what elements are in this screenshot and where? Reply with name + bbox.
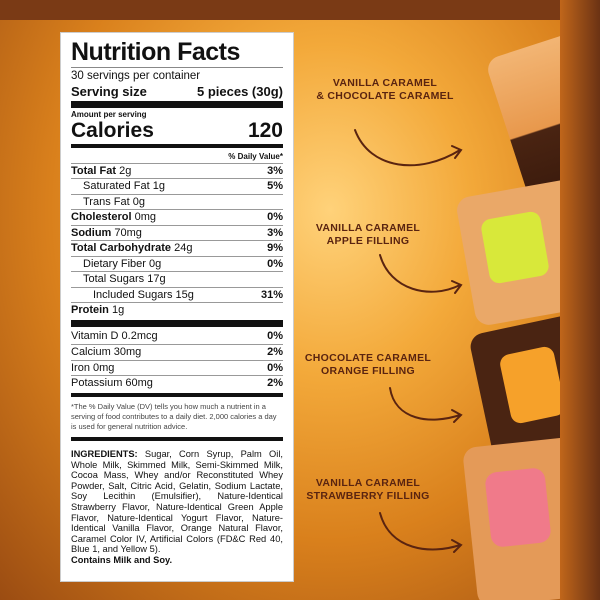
vitamin-row: Calcium 30mg 2% — [71, 344, 283, 360]
nutrient-dv: 0% — [267, 257, 283, 270]
callout-line: VANILLA CARAMEL — [315, 477, 421, 489]
divider — [71, 101, 283, 109]
callout-vanilla-chocolate: VANILLA CARAMEL & CHOCOLATE CARAMEL — [300, 77, 470, 103]
nutrient-dv: 0% — [267, 211, 283, 224]
arrow-icon — [379, 254, 463, 294]
amount-per-serving: Amount per serving — [71, 110, 147, 120]
callout-apple: VANILLA CARAMEL APPLE FILLING — [283, 222, 453, 248]
callout-line: STRAWBERRY FILLING — [306, 490, 430, 502]
nutrient-row: Trans Fat 0g — [71, 193, 283, 210]
nutrient-name: Total Fat — [71, 164, 117, 177]
calories-row: Calories 120 — [71, 118, 283, 142]
callout-line: VANILLA CARAMEL — [332, 77, 438, 89]
servings-per-container: 30 servings per container — [71, 70, 201, 82]
divider — [71, 143, 283, 148]
nutrient-amount: 0g — [149, 257, 162, 270]
nutrient-amount: 1g — [152, 180, 165, 193]
callout-line: CHOCOLATE CARAMEL — [304, 352, 432, 364]
arrow-icon — [379, 512, 463, 553]
nutrient-amount: 0g — [132, 195, 145, 208]
callout-line: ORANGE FILLING — [320, 365, 416, 377]
nutrient-dv: 3% — [267, 164, 283, 177]
vitamin-name: Calcium 30mg — [71, 346, 142, 359]
vitamin-name: Potassium 60mg — [71, 377, 153, 390]
label-title: Nutrition Facts — [71, 39, 283, 68]
nutrient-amount: 2g — [119, 164, 132, 177]
daily-value-footnote: *The % Daily Value (DV) tells you how mu… — [71, 401, 277, 431]
divider — [71, 319, 283, 327]
nutrient-name: Trans Fat — [83, 195, 130, 208]
nutrient-name: Saturated Fat — [83, 180, 150, 193]
vitamin-name: Vitamin D 0.2mcg — [71, 329, 158, 342]
arrow-icon — [354, 129, 463, 167]
nutrient-name: Total Carbohydrate — [71, 242, 172, 255]
nutrient-name: Total Sugars — [83, 273, 145, 286]
nutrient-row: Dietary Fiber 0g 0% — [71, 255, 283, 272]
nutrient-row: Saturated Fat 1g 5% — [71, 178, 283, 194]
nutrient-amount: 24g — [174, 242, 193, 255]
divider — [71, 392, 283, 397]
calories-label: Calories — [71, 118, 154, 142]
nutrient-amount: 0mg — [134, 211, 156, 224]
vitamin-dv: 2% — [267, 377, 283, 390]
callout-line: VANILLA CARAMEL — [315, 222, 421, 234]
callout-line: & CHOCOLATE CARAMEL — [316, 90, 454, 102]
nutrition-facts-label: Nutrition Facts 30 servings per containe… — [60, 32, 294, 582]
divider — [71, 436, 283, 441]
nutrient-dv: 3% — [267, 226, 283, 239]
nutrient-row: Sodium 70mg 3% — [71, 224, 283, 241]
vitamin-dv: 2% — [267, 346, 283, 359]
nutrient-name: Cholesterol — [71, 211, 132, 224]
vitamin-row: Potassium 60mg 2% — [71, 375, 283, 391]
serving-size-value: 5 pieces (30g) — [197, 83, 283, 99]
vitamin-dv: 0% — [267, 329, 283, 342]
nutrient-row: Total Carbohydrate 24g 9% — [71, 240, 283, 256]
allergen-statement: Contains Milk and Soy. — [71, 554, 173, 565]
calories-value: 120 — [247, 118, 283, 142]
callout-line: APPLE FILLING — [326, 235, 410, 247]
vitamin-row: Iron 0mg 0% — [71, 359, 283, 376]
nutrient-name: Protein — [71, 304, 109, 317]
daily-value-header: % Daily Value* — [228, 151, 283, 161]
nutrient-dv: 9% — [267, 242, 283, 255]
nutrient-row: Total Sugars 17g — [71, 271, 283, 287]
nutrient-row: Included Sugars 15g 31% — [71, 286, 283, 303]
vitamin-name: Iron 0mg — [71, 361, 115, 374]
nutrient-name: Sodium — [71, 226, 112, 239]
ingredients-label: INGREDIENTS: — [71, 448, 138, 459]
nutrient-dv: 31% — [260, 288, 283, 301]
nutrient-row: Cholesterol 0mg 0% — [71, 209, 283, 225]
ingredients: INGREDIENTS: Sugar, Corn Syrup, Palm Oil… — [71, 443, 283, 566]
ingredients-text: Sugar, Corn Syrup, Palm Oil, Whole Milk,… — [71, 448, 283, 555]
callout-orange: CHOCOLATE CARAMEL ORANGE FILLING — [283, 352, 453, 378]
nutrient-amount: Included Sugars 15g — [93, 288, 194, 301]
nutrient-amount: 70mg — [114, 226, 142, 239]
nutrient-amount: 1g — [111, 304, 125, 317]
arrow-icon — [389, 387, 463, 423]
serving-size-row: Serving size 5 pieces (30g) — [71, 84, 283, 100]
nutrient-row: Protein 1g — [71, 302, 283, 318]
vitamin-row: Vitamin D 0.2mcg 0% — [71, 329, 283, 345]
nutrient-dv: 5% — [267, 180, 283, 193]
vitamin-dv: 0% — [267, 361, 283, 374]
nutrient-name: Dietary Fiber — [83, 257, 146, 270]
callout-strawberry: VANILLA CARAMEL STRAWBERRY FILLING — [283, 477, 453, 503]
serving-size-label: Serving size — [71, 83, 147, 99]
nutrient-row: Total Fat 2g 3% — [71, 162, 283, 179]
nutrient-amount: 17g — [147, 273, 166, 286]
